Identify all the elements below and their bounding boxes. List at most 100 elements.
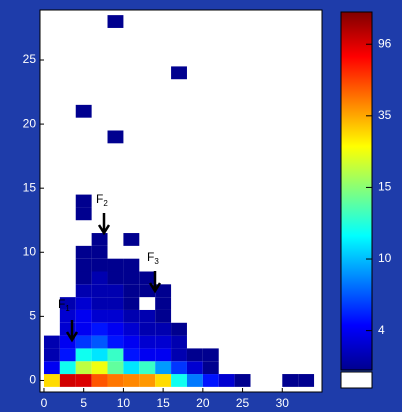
cell xyxy=(91,284,108,298)
cell xyxy=(107,361,124,375)
y-tick-label: 20 xyxy=(23,116,37,130)
cell xyxy=(107,335,124,349)
cell xyxy=(59,297,76,310)
cell xyxy=(155,284,172,298)
y-tick-label: 10 xyxy=(23,244,37,258)
cell xyxy=(155,297,172,310)
cell xyxy=(123,374,140,387)
cell xyxy=(75,284,92,298)
cell xyxy=(75,361,92,375)
cell xyxy=(91,322,108,336)
cell xyxy=(59,309,76,323)
cell xyxy=(107,271,124,285)
colorbar-tick-label: 35 xyxy=(378,108,392,122)
cell xyxy=(91,258,108,272)
x-tick-label: 20 xyxy=(196,396,210,410)
cell xyxy=(139,361,156,375)
cell xyxy=(107,258,124,272)
cell xyxy=(75,335,92,349)
cell xyxy=(123,322,140,336)
cell xyxy=(123,361,140,375)
annotation: F3 xyxy=(147,250,162,294)
cell xyxy=(91,271,108,285)
colorbar-zero xyxy=(340,371,373,389)
cell xyxy=(75,374,92,387)
cell xyxy=(91,245,108,259)
y-tick-label: 25 xyxy=(23,52,37,66)
colorbar-tick-label: 10 xyxy=(378,251,392,265)
cell xyxy=(107,309,124,323)
cell xyxy=(139,271,156,285)
cell xyxy=(139,322,156,336)
cell xyxy=(202,361,219,375)
cell xyxy=(139,284,156,298)
cell xyxy=(202,374,219,387)
cell xyxy=(75,322,92,336)
cell xyxy=(123,233,140,246)
cell xyxy=(75,104,92,118)
cell xyxy=(107,15,124,28)
cell xyxy=(139,348,156,362)
cell xyxy=(234,374,251,387)
cell xyxy=(107,348,124,362)
cell xyxy=(282,374,299,387)
cell xyxy=(91,309,108,323)
x-tick-label: 25 xyxy=(236,396,250,410)
cell xyxy=(75,245,92,259)
x-tick-label: 30 xyxy=(276,396,290,410)
cell xyxy=(123,309,140,323)
cell xyxy=(107,130,124,144)
cell xyxy=(75,194,92,208)
cell xyxy=(139,309,156,323)
cell xyxy=(171,361,187,375)
cell xyxy=(107,297,124,310)
cell xyxy=(75,309,92,323)
cell xyxy=(43,374,60,387)
cell xyxy=(123,284,140,298)
cell xyxy=(91,348,108,362)
cell xyxy=(75,258,92,272)
cell xyxy=(107,284,124,298)
cell xyxy=(155,335,172,349)
cell xyxy=(155,348,172,362)
cell xyxy=(123,258,140,272)
cell xyxy=(75,297,92,310)
cell xyxy=(91,233,108,246)
cell xyxy=(155,374,172,387)
cell xyxy=(202,348,219,362)
cell xyxy=(43,361,60,375)
cell xyxy=(59,348,76,362)
cell xyxy=(155,361,172,375)
cell xyxy=(298,374,315,387)
cell xyxy=(186,361,203,375)
x-tick-label: 0 xyxy=(41,396,48,410)
cell xyxy=(155,309,172,323)
cell xyxy=(59,374,76,387)
cell xyxy=(123,348,140,362)
cell xyxy=(123,271,140,285)
cell xyxy=(155,322,172,336)
cell xyxy=(91,297,108,310)
cell xyxy=(107,322,124,336)
colorbar-tick-label: 15 xyxy=(378,180,392,194)
y-tick-label: 0 xyxy=(29,373,36,387)
x-tick-label: 5 xyxy=(80,396,87,410)
cell xyxy=(171,374,187,387)
colorbar-tick-label: 96 xyxy=(378,36,392,50)
cell xyxy=(171,348,187,362)
cell xyxy=(139,335,156,349)
x-tick-label: 15 xyxy=(156,396,170,410)
y-tick-label: 15 xyxy=(23,180,37,194)
cell xyxy=(43,348,60,362)
cell xyxy=(43,335,60,349)
cell xyxy=(171,335,187,349)
cell xyxy=(123,335,140,349)
cell xyxy=(186,348,203,362)
cell xyxy=(123,297,140,310)
cell xyxy=(107,374,124,387)
colorbar xyxy=(340,11,373,371)
cell xyxy=(75,271,92,285)
cell xyxy=(91,361,108,375)
svg-text:F1: F1 xyxy=(58,297,70,313)
